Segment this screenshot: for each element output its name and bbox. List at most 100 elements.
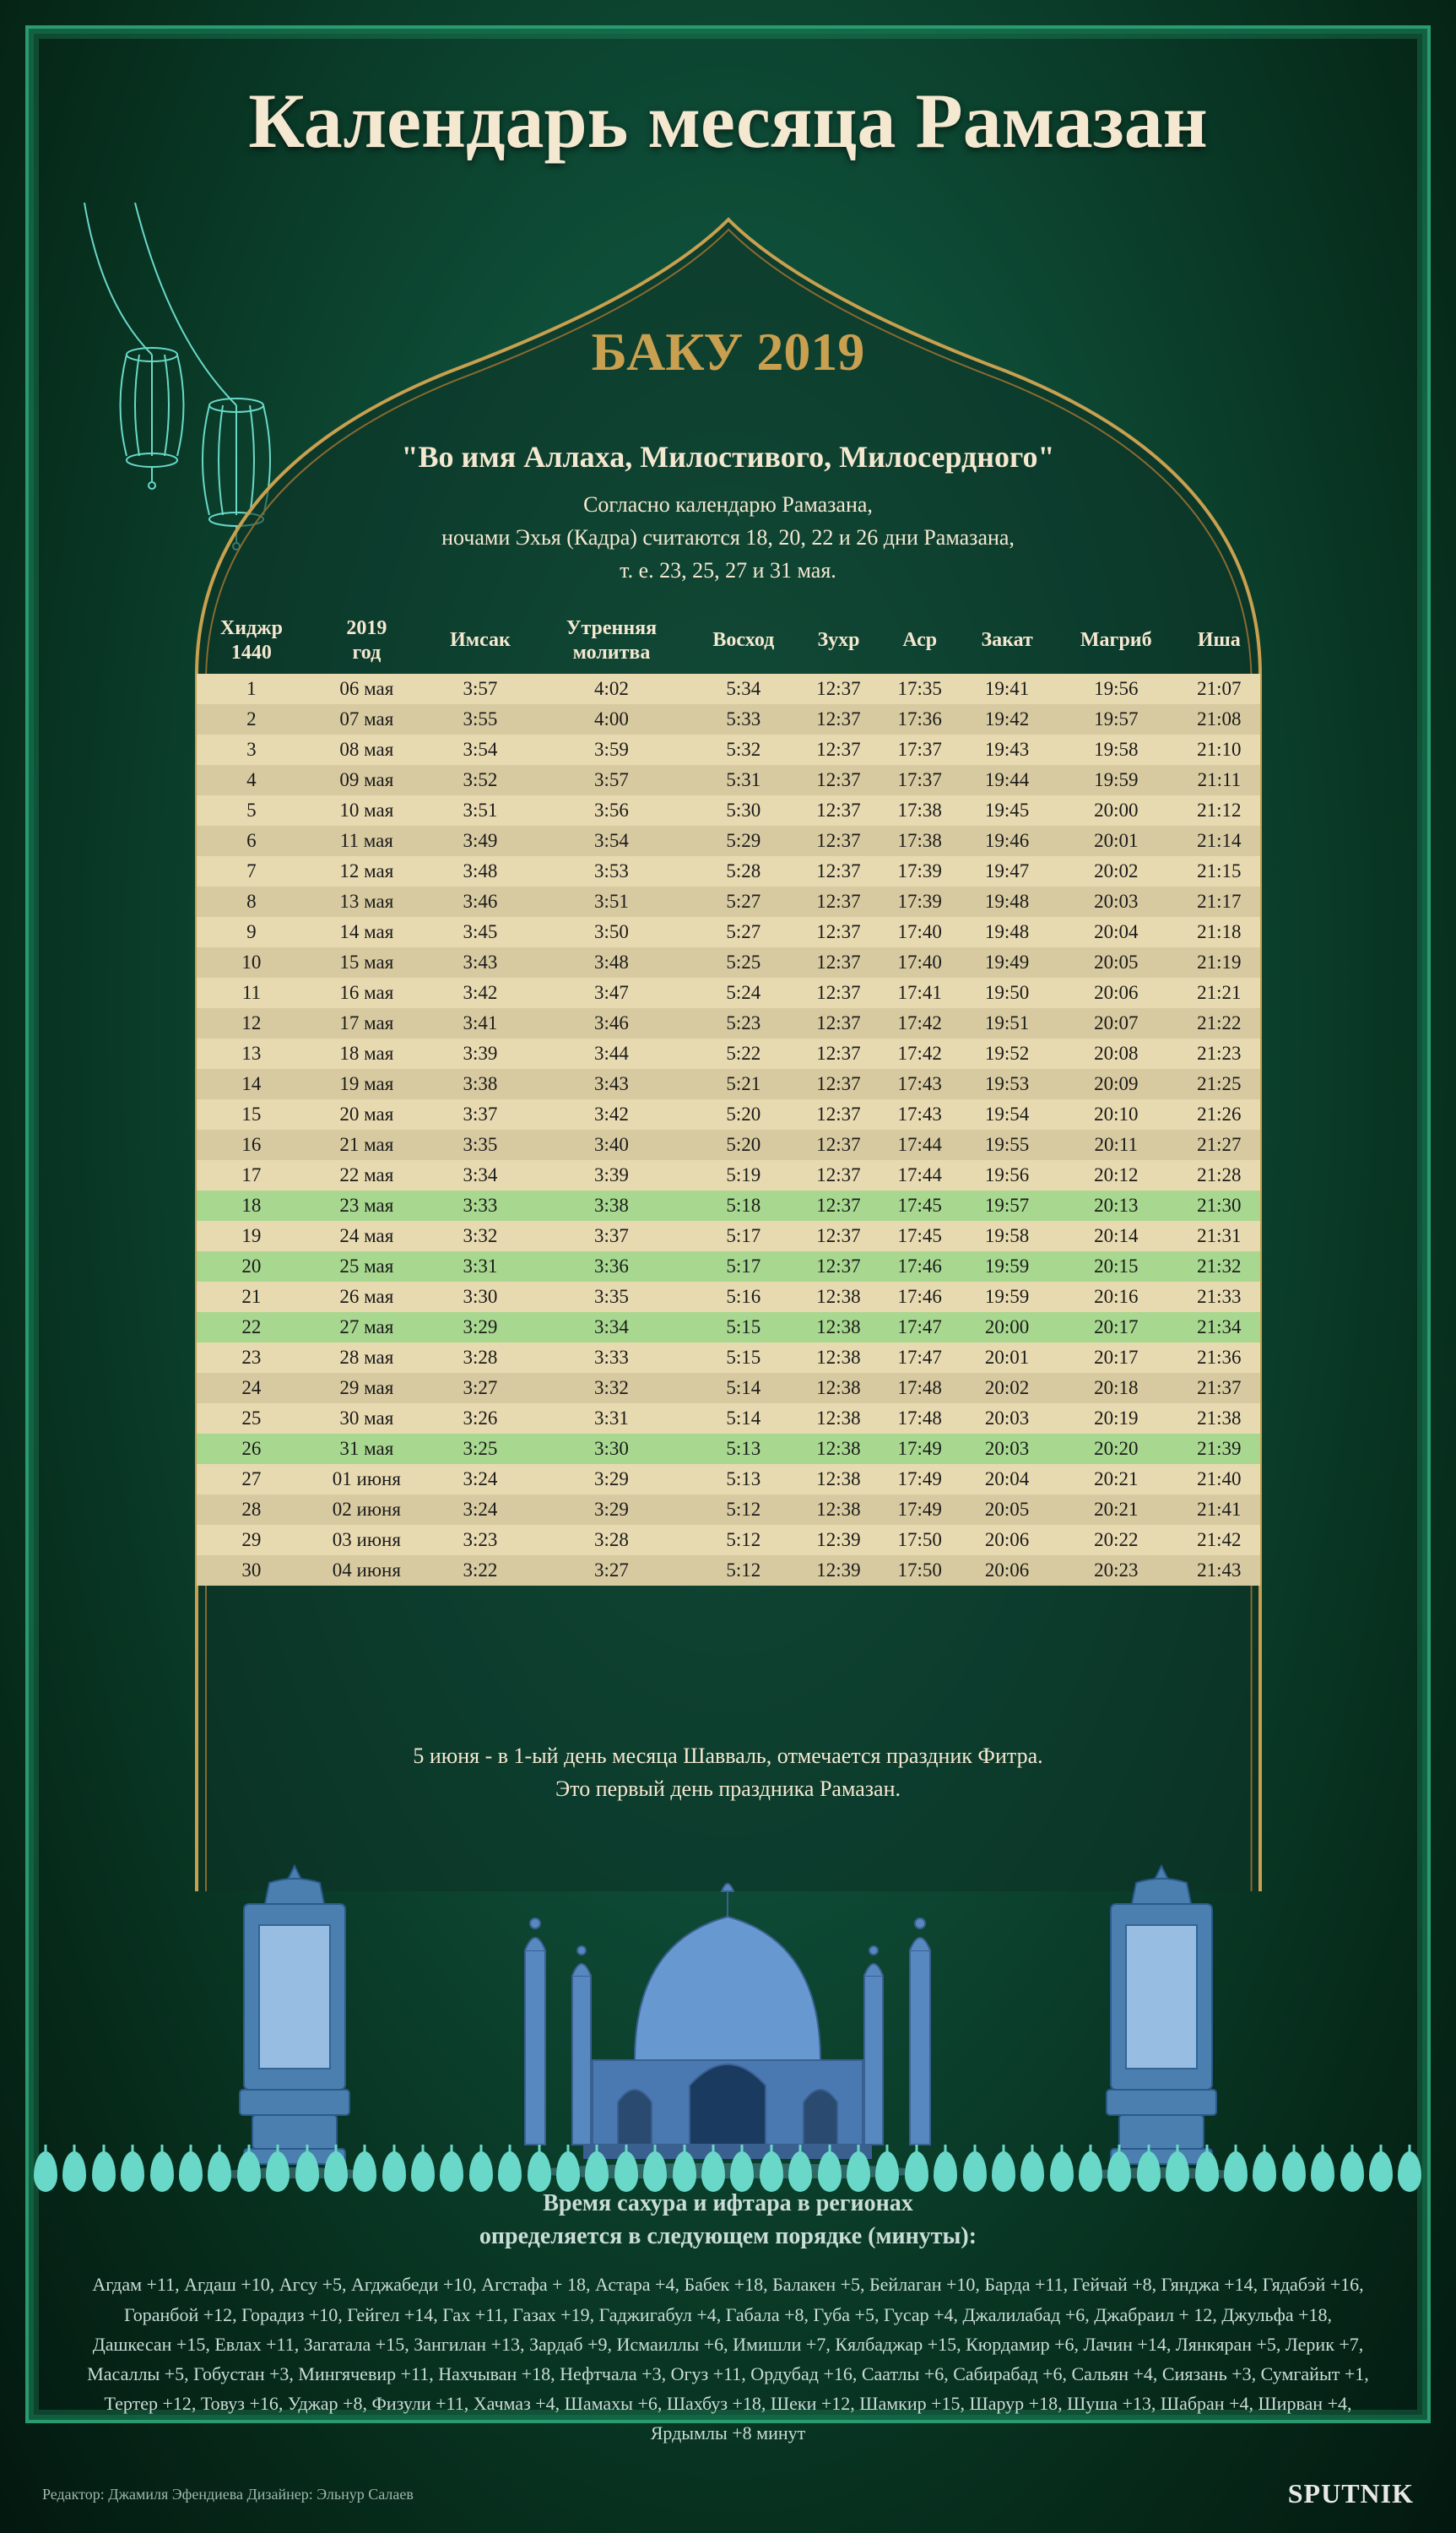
regions-title-2: определяется в следующем порядке (минуты… [479, 2223, 977, 2249]
table-row: 2701 июня3:243:295:1312:3817:4920:0420:2… [197, 1464, 1260, 1494]
cell: 15 мая [306, 947, 426, 978]
cell: 3:53 [534, 856, 690, 887]
cell: 20:01 [1053, 826, 1178, 856]
cell: 5:17 [689, 1221, 798, 1251]
regions-block: Время сахура и ифтара в регионах определ… [87, 2187, 1370, 2449]
cell: 3:24 [426, 1494, 533, 1525]
cell: 01 июня [306, 1464, 426, 1494]
cell: 17:49 [880, 1434, 961, 1464]
cell: 20:03 [961, 1434, 1053, 1464]
cell: 12:38 [798, 1464, 879, 1494]
cell: 21:10 [1178, 735, 1259, 765]
cell: 5:14 [689, 1403, 798, 1434]
cell: 17:35 [880, 674, 961, 704]
cell: 20:17 [1053, 1342, 1178, 1373]
cell: 3:49 [426, 826, 533, 856]
cell: 5:12 [689, 1555, 798, 1586]
cell: 3:29 [534, 1494, 690, 1525]
intro-line-2: ночами Эхья (Кадра) считаются 18, 20, 22… [264, 521, 1193, 554]
cell: 21:19 [1178, 947, 1259, 978]
cell: 5:29 [689, 826, 798, 856]
cell: 12:38 [798, 1282, 879, 1312]
cell: 5:24 [689, 978, 798, 1008]
cell: 21 мая [306, 1130, 426, 1160]
cell: 5:33 [689, 704, 798, 735]
cell: 19:57 [961, 1191, 1053, 1221]
cell: 20:22 [1053, 1525, 1178, 1555]
cell: 21:08 [1178, 704, 1259, 735]
col-header: Зухр [798, 608, 879, 674]
cell: 3 [197, 735, 307, 765]
cell: 3:34 [534, 1312, 690, 1342]
source-logo: SPUTNIK [1288, 2478, 1414, 2509]
cell: 3:33 [426, 1191, 533, 1221]
cell: 21:17 [1178, 887, 1259, 917]
table-row: 207 мая3:554:005:3312:3717:3619:4219:572… [197, 704, 1260, 735]
cell: 4 [197, 765, 307, 795]
cell: 3:38 [534, 1191, 690, 1221]
cell: 8 [197, 887, 307, 917]
cell: 3:46 [534, 1008, 690, 1039]
cell: 12:37 [798, 674, 879, 704]
intro-line-3: т. е. 23, 25, 27 и 31 мая. [264, 554, 1193, 587]
cell: 28 [197, 1494, 307, 1525]
table-row: 510 мая3:513:565:3012:3717:3819:4520:002… [197, 795, 1260, 826]
cell: 20:23 [1053, 1555, 1178, 1586]
cell: 19:56 [1053, 674, 1178, 704]
cell: 17:37 [880, 735, 961, 765]
cell: 3:41 [426, 1008, 533, 1039]
cell: 17:43 [880, 1069, 961, 1099]
cell: 12:37 [798, 765, 879, 795]
cell: 20:15 [1053, 1251, 1178, 1282]
cell: 5:28 [689, 856, 798, 887]
cell: 19:46 [961, 826, 1053, 856]
cell: 20:14 [1053, 1221, 1178, 1251]
intro-headline: "Во имя Аллаха, Милостивого, Милосердног… [264, 439, 1193, 475]
cell: 26 [197, 1434, 307, 1464]
cell: 4:02 [534, 674, 690, 704]
cell: 04 июня [306, 1555, 426, 1586]
cell: 5:18 [689, 1191, 798, 1221]
table-row: 1823 мая3:333:385:1812:3717:4519:5720:13… [197, 1191, 1260, 1221]
cell: 21:31 [1178, 1221, 1259, 1251]
cell: 20:00 [961, 1312, 1053, 1342]
cell: 4:00 [534, 704, 690, 735]
cell: 3:28 [426, 1342, 533, 1373]
cell: 12:38 [798, 1494, 879, 1525]
cell: 21:23 [1178, 1039, 1259, 1069]
cell: 11 мая [306, 826, 426, 856]
cell: 20:20 [1053, 1434, 1178, 1464]
cell: 20:07 [1053, 1008, 1178, 1039]
cell: 3:54 [426, 735, 533, 765]
cell: 20:10 [1053, 1099, 1178, 1130]
cell: 3:46 [426, 887, 533, 917]
cell: 3:40 [534, 1130, 690, 1160]
cell: 3:55 [426, 704, 533, 735]
cell: 12 [197, 1008, 307, 1039]
cell: 20:18 [1053, 1373, 1178, 1403]
cell: 16 мая [306, 978, 426, 1008]
cell: 17:48 [880, 1403, 961, 1434]
intro-line-1: Согласно календарю Рамазана, [264, 488, 1193, 521]
mosque-illustration [146, 1841, 1311, 2178]
cell: 19:59 [961, 1251, 1053, 1282]
cell: 21:28 [1178, 1160, 1259, 1191]
cell: 3:22 [426, 1555, 533, 1586]
cell: 20:03 [961, 1403, 1053, 1434]
table-row: 106 мая3:574:025:3412:3717:3519:4119:562… [197, 674, 1260, 704]
cell: 2 [197, 704, 307, 735]
credits: Редактор: Джамиля Эфендиева Дизайнер: Эл… [42, 2486, 414, 2503]
cell: 22 мая [306, 1160, 426, 1191]
cell: 12:37 [798, 704, 879, 735]
cell: 5:14 [689, 1373, 798, 1403]
cell: 3:51 [426, 795, 533, 826]
cell: 5:30 [689, 795, 798, 826]
cell: 5:32 [689, 735, 798, 765]
cell: 3:23 [426, 1525, 533, 1555]
cell: 3:25 [426, 1434, 533, 1464]
regions-text: Агдам +11, Агдаш +10, Агсу +5, Агджабеди… [87, 2270, 1370, 2448]
cell: 3:39 [426, 1039, 533, 1069]
cell: 20:02 [1053, 856, 1178, 887]
cell: 20:13 [1053, 1191, 1178, 1221]
cell: 3:26 [426, 1403, 533, 1434]
